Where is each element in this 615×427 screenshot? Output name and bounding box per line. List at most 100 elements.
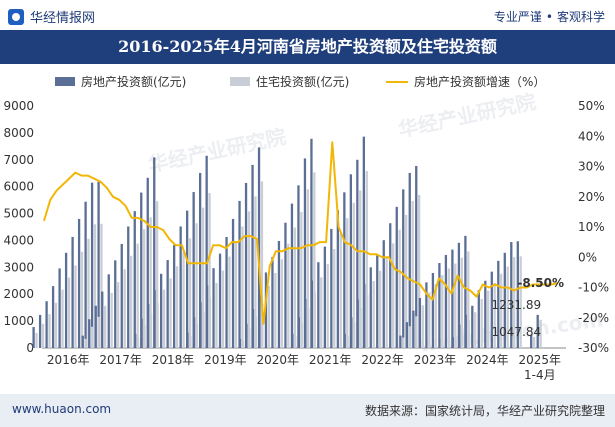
bar-residential (300, 211, 303, 348)
bar-residential (136, 243, 139, 348)
y-left-tick-label: 1000 (3, 314, 34, 328)
bar-residential (293, 227, 296, 348)
title-bar: 2016-2025年4月河南省房地产投资额及住宅投资额 (0, 30, 615, 64)
bar-total (408, 172, 411, 348)
bar-residential (261, 303, 264, 348)
bar-total (330, 228, 333, 348)
bar-residential (460, 257, 463, 348)
bar-total (192, 317, 196, 348)
bar-residential (493, 282, 496, 348)
y-left-tick-label: 5000 (3, 207, 34, 221)
bar-total (133, 211, 136, 348)
bar-total (199, 302, 202, 348)
bar-total (297, 317, 300, 348)
brand[interactable]: 华经情报网 (8, 7, 95, 26)
data-label-residential-last: 1047.84 (492, 325, 542, 339)
chart-canvas: 华经产业研究院华经产业研究院www.huaon.com0100020003000… (3, 92, 609, 382)
bar-residential (48, 314, 51, 348)
chart-legend: 房地产投资额(亿元) 住宅投资额(亿元) 房地产投资额增速（%） (0, 70, 615, 92)
slogan-left: 专业严谨 (493, 10, 542, 24)
slogan-separator: • (545, 10, 553, 24)
bar-total (356, 299, 359, 348)
bar-residential (149, 313, 153, 348)
bar-total (264, 272, 268, 348)
bar-residential (513, 257, 516, 348)
y-right-tick-label: 0% (578, 250, 597, 264)
bar-total (471, 305, 474, 348)
bar-total (218, 253, 222, 348)
bar-residential (182, 251, 185, 348)
y-left-tick-label: 6000 (3, 180, 34, 194)
bar-total (64, 252, 68, 348)
bar-total (464, 314, 467, 348)
bar-total (94, 305, 97, 348)
bar-residential (405, 214, 408, 348)
y-right-tick-label: 40% (578, 129, 605, 143)
y-right-tick-label: -30% (578, 341, 609, 355)
bar-total (205, 285, 209, 348)
legend-label-growth: 房地产投资额增速（%） (414, 75, 546, 89)
bar-residential (519, 256, 522, 348)
bar-total (349, 174, 352, 348)
bar-total (297, 185, 300, 348)
y-left-tick-label: 4000 (3, 233, 34, 247)
bar-total (415, 165, 418, 348)
y-left-tick-label: 2000 (3, 287, 34, 301)
top-bar: 华经情报网 专业严谨 • 客观科学 (0, 0, 615, 30)
bar-total (530, 335, 533, 348)
bar-total (153, 290, 156, 348)
bar-total (516, 241, 519, 348)
bar-residential (359, 307, 362, 348)
bar-total (101, 291, 104, 348)
bar-residential (428, 292, 431, 348)
bar-total (444, 254, 448, 348)
bar-residential (287, 243, 290, 348)
bar-residential (117, 282, 120, 348)
bar-total (90, 182, 94, 348)
bar-total (363, 283, 366, 348)
bar-residential (169, 278, 172, 348)
bar-residential (539, 319, 542, 348)
legend-label-residential: 住宅投资额(亿元) (256, 75, 350, 89)
x-tick-label: 2021年 (309, 353, 352, 367)
bar-residential (421, 305, 424, 348)
bar-residential (474, 312, 477, 348)
brand-name: 华经情报网 (30, 11, 96, 26)
bar-residential (248, 328, 251, 348)
chart-title: 2016-2025年4月河南省房地产投资额及住宅投资额 (118, 37, 497, 56)
growth-line (43, 141, 559, 325)
bar-residential (402, 337, 405, 348)
bar-total (51, 286, 55, 348)
bar-total (147, 303, 150, 348)
bar-residential (143, 325, 146, 348)
bar-residential (467, 320, 470, 348)
y-right-tick-label: -20% (578, 311, 609, 325)
legend-swatch-residential (230, 77, 250, 86)
bar-total (291, 333, 294, 348)
bar-residential (241, 340, 244, 348)
y-left-tick-label: 9000 (3, 99, 34, 113)
bar-total (451, 337, 454, 348)
bar-residential (195, 223, 198, 348)
footer-site[interactable]: www.huaon.com (12, 402, 112, 416)
x-tick-label: 2017年 (99, 353, 142, 367)
watermark-text: 华经产业研究院 (146, 124, 288, 177)
bar-residential (365, 171, 368, 348)
bar-residential (104, 305, 107, 348)
bar-total (284, 222, 287, 348)
bar-total (484, 280, 487, 348)
bar-total (32, 327, 35, 348)
bar-residential (320, 277, 323, 348)
bar-total (343, 333, 346, 348)
bar-residential (359, 190, 362, 348)
bar-residential (487, 290, 490, 348)
bar-total (458, 324, 461, 348)
bar-total (503, 252, 506, 348)
y-right-tick-label: 10% (578, 220, 605, 234)
bar-residential (74, 265, 77, 348)
bar-total (88, 319, 91, 348)
bar-residential (346, 336, 349, 348)
watermark-text: 华经产业研究院 (396, 92, 538, 142)
bar-residential (280, 259, 283, 348)
bar-total (389, 223, 392, 348)
